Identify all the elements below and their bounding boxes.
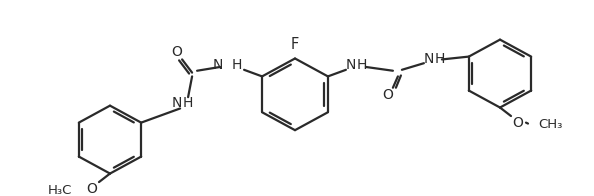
- Text: O: O: [513, 116, 523, 130]
- Text: N: N: [346, 58, 356, 72]
- Text: O: O: [87, 182, 97, 196]
- Text: O: O: [383, 88, 393, 102]
- Text: N: N: [172, 96, 182, 110]
- Text: H: H: [357, 58, 367, 72]
- Text: N: N: [213, 58, 223, 72]
- Text: H: H: [232, 58, 242, 72]
- Text: F: F: [291, 37, 299, 52]
- Text: H₃C: H₃C: [48, 184, 72, 196]
- Text: N: N: [424, 52, 434, 66]
- Text: H: H: [435, 52, 446, 66]
- Text: O: O: [172, 45, 182, 59]
- Text: CH₃: CH₃: [538, 118, 563, 131]
- Text: H: H: [183, 96, 194, 110]
